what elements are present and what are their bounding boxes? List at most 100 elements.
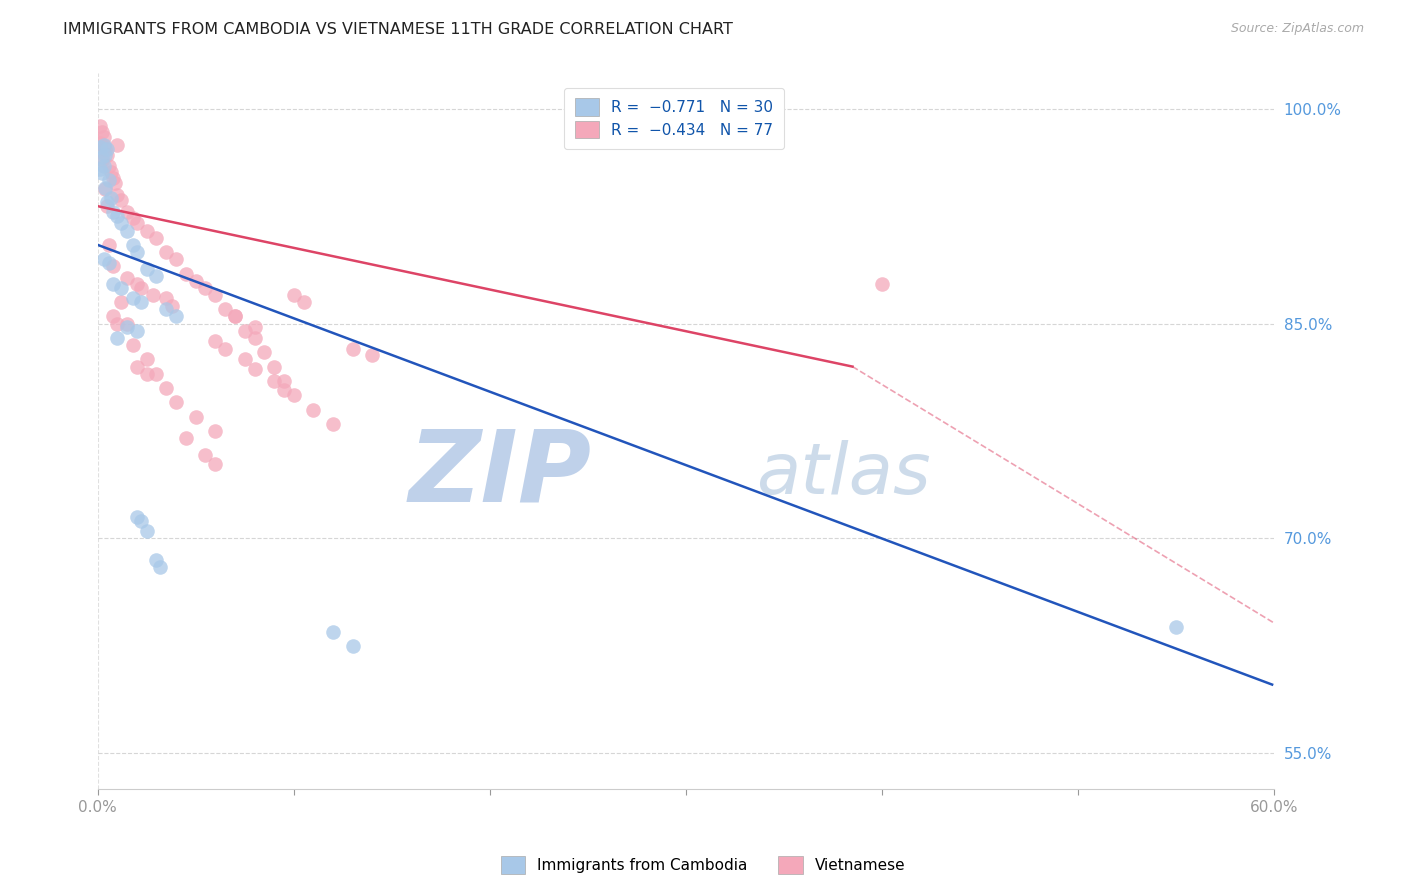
- Point: [105, 331, 128, 345]
- Point: [214, 343, 236, 357]
- Point: [273, 374, 295, 388]
- Point: [233, 324, 256, 338]
- Point: [302, 402, 325, 417]
- Point: [342, 343, 364, 357]
- Point: [98, 173, 121, 187]
- Point: [89, 136, 111, 150]
- Point: [125, 277, 148, 291]
- Point: [224, 310, 246, 324]
- Point: [110, 295, 132, 310]
- Legend: Immigrants from Cambodia, Vietnamese: Immigrants from Cambodia, Vietnamese: [495, 850, 911, 880]
- Point: [322, 417, 344, 431]
- Point: [174, 431, 197, 445]
- Point: [90, 125, 112, 139]
- Point: [214, 302, 236, 317]
- Point: [155, 381, 177, 395]
- Point: [89, 161, 111, 176]
- Point: [125, 324, 148, 338]
- Point: [184, 409, 207, 424]
- Point: [135, 367, 157, 381]
- Point: [90, 153, 112, 168]
- Point: [122, 211, 145, 225]
- Point: [165, 252, 187, 267]
- Point: [100, 165, 122, 179]
- Point: [145, 367, 167, 381]
- Point: [103, 310, 125, 324]
- Point: [89, 140, 111, 154]
- Point: [243, 319, 266, 334]
- Point: [135, 524, 157, 539]
- Point: [93, 139, 115, 153]
- Point: [125, 245, 148, 260]
- Point: [105, 137, 128, 152]
- Point: [174, 267, 197, 281]
- Point: [115, 223, 138, 237]
- Point: [122, 238, 145, 252]
- Point: [243, 362, 266, 376]
- Point: [105, 317, 128, 331]
- Point: [129, 281, 152, 295]
- Point: [122, 291, 145, 305]
- Point: [98, 256, 121, 270]
- Point: [145, 269, 167, 284]
- Point: [115, 319, 138, 334]
- Text: atlas: atlas: [756, 440, 931, 508]
- Point: [96, 194, 118, 209]
- Point: [103, 260, 125, 274]
- Point: [93, 130, 115, 145]
- Point: [204, 457, 226, 471]
- Point: [96, 142, 118, 156]
- Point: [322, 624, 344, 639]
- Point: [122, 338, 145, 352]
- Point: [110, 281, 132, 295]
- Point: [105, 187, 128, 202]
- Point: [103, 205, 125, 219]
- Point: [90, 151, 112, 165]
- Text: Source: ZipAtlas.com: Source: ZipAtlas.com: [1230, 22, 1364, 36]
- Legend: R =  −0.771   N = 30, R =  −0.434   N = 77: R = −0.771 N = 30, R = −0.434 N = 77: [564, 87, 785, 149]
- Point: [90, 166, 112, 180]
- Point: [870, 277, 893, 291]
- Point: [292, 295, 315, 310]
- Point: [125, 216, 148, 230]
- Point: [125, 359, 148, 374]
- Point: [135, 262, 157, 277]
- Point: [342, 639, 364, 653]
- Point: [283, 288, 305, 302]
- Point: [93, 137, 115, 152]
- Point: [160, 300, 183, 314]
- Point: [273, 383, 295, 397]
- Point: [141, 288, 163, 302]
- Point: [125, 510, 148, 524]
- Point: [155, 245, 177, 260]
- Point: [145, 230, 167, 244]
- Point: [194, 281, 217, 295]
- Point: [94, 180, 117, 194]
- Point: [361, 348, 384, 362]
- Point: [129, 514, 152, 528]
- Text: ZIP: ZIP: [409, 425, 592, 523]
- Point: [89, 119, 111, 133]
- Point: [253, 345, 276, 359]
- Point: [103, 170, 125, 185]
- Point: [110, 194, 132, 208]
- Point: [96, 147, 118, 161]
- Point: [93, 252, 115, 267]
- Point: [110, 216, 132, 230]
- Point: [263, 374, 285, 388]
- Point: [104, 176, 127, 190]
- Point: [98, 238, 121, 252]
- Point: [1164, 620, 1187, 634]
- Point: [129, 295, 152, 310]
- Point: [204, 424, 226, 438]
- Point: [204, 334, 226, 348]
- Point: [224, 310, 246, 324]
- Point: [94, 142, 117, 156]
- Point: [233, 352, 256, 367]
- Point: [135, 223, 157, 237]
- Point: [145, 553, 167, 567]
- Point: [135, 352, 157, 367]
- Point: [204, 288, 226, 302]
- Point: [94, 147, 117, 161]
- Point: [149, 560, 172, 574]
